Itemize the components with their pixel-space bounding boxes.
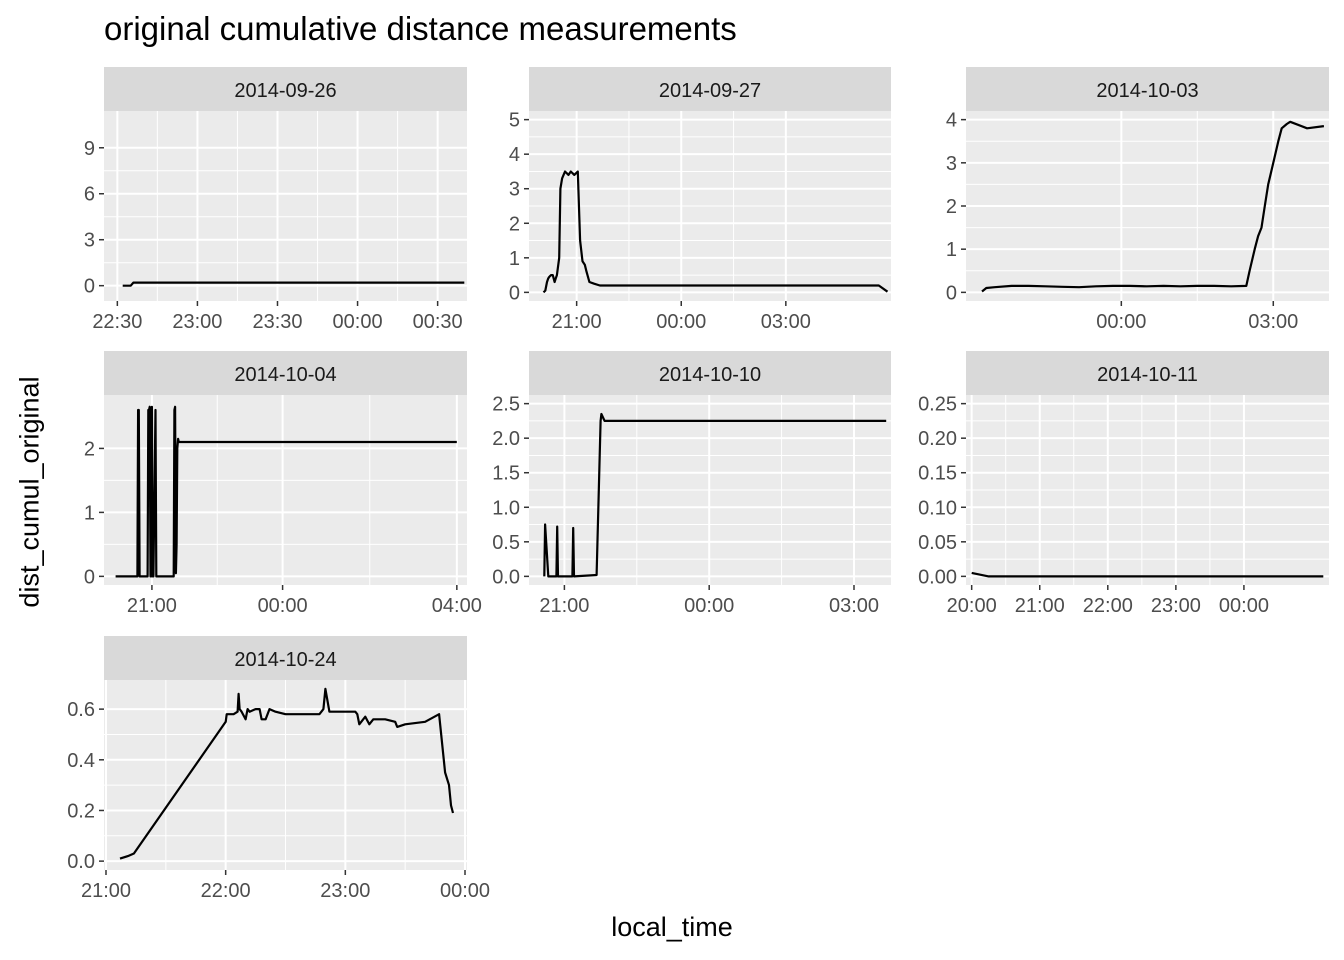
y-tick-label: 3 [946, 153, 957, 175]
facet-panel: 2014-10-03 00:00 03:00 0 1 2 3 4 [946, 67, 1329, 333]
y-tick-label: 3 [84, 230, 95, 252]
facet-panel: 2014-10-11 20:00 21:00 22:00 23:00 00:00 0.00 0… [918, 351, 1329, 617]
facet-strip [966, 351, 1329, 395]
x-tick-label: 21:00 [127, 595, 177, 617]
chart-title: original cumulative distance measurement… [104, 10, 737, 47]
facet-strip-label: 2014-10-03 [1096, 80, 1198, 102]
series-line [119, 687, 455, 860]
x-tick-label: 23:30 [252, 311, 302, 333]
series-line [971, 571, 1324, 578]
y-axis-title: dist_cumul_original [14, 376, 45, 608]
y-tick-label: 4 [946, 110, 957, 132]
x-axis-title: local_time [611, 912, 733, 942]
x-tick-label: 20:00 [947, 595, 997, 617]
facet-strip [529, 67, 891, 111]
series-line [542, 170, 889, 294]
y-tick-label: 2 [84, 438, 95, 460]
x-tick-label: 00:00 [656, 311, 706, 333]
x-tick-label: 23:00 [320, 880, 370, 902]
facet-strip-label: 2014-10-11 [1097, 364, 1198, 386]
facet-strip [104, 67, 467, 111]
x-tick-label: 21:00 [1015, 595, 1065, 617]
panel-background [104, 111, 467, 301]
facet-panel: 2014-09-27 21:00 00:00 03:00 0 1 2 3 4 5 [509, 67, 891, 333]
y-tick-label: 0 [509, 282, 520, 304]
x-tick-label: 23:00 [172, 311, 222, 333]
x-tick-label: 00:00 [1219, 595, 1269, 617]
facet-panel: 2014-09-26 22:30 23:00 23:30 00:00 00:30 0 3 6 9 [84, 67, 467, 333]
y-tick-label: 1.5 [492, 463, 520, 485]
facet-strip-label: 2014-10-10 [659, 364, 761, 386]
x-tick-label: 21:00 [552, 311, 602, 333]
facet-strip [529, 351, 891, 395]
y-tick-label: 9 [84, 138, 95, 160]
facet-strip [966, 67, 1329, 111]
y-tick-label: 0.2 [67, 800, 95, 822]
facet-strip-label: 2014-09-27 [659, 80, 761, 102]
series-line [543, 412, 887, 578]
y-tick-label: 0.6 [67, 699, 95, 721]
facet-panel: 2014-10-10 21:00 00:00 03:00 0.0 0.5 1.0 1.5 2.0… [492, 351, 891, 617]
y-tick-label: 2.5 [492, 394, 520, 416]
x-tick-label: 03:00 [761, 311, 811, 333]
facet-strip [104, 636, 467, 680]
x-tick-label: 03:00 [829, 595, 879, 617]
y-tick-label: 3 [509, 179, 520, 201]
y-tick-label: 0.20 [918, 428, 957, 450]
y-tick-label: 2.0 [492, 428, 520, 450]
y-tick-label: 1 [946, 239, 957, 261]
series-line [981, 120, 1325, 293]
y-tick-label: 0.10 [918, 497, 957, 519]
x-tick-label: 00:00 [333, 311, 383, 333]
x-tick-label: 21:00 [81, 880, 131, 902]
x-tick-label: 00:00 [1096, 311, 1146, 333]
y-tick-label: 1 [509, 248, 520, 270]
y-tick-label: 2 [946, 196, 957, 218]
y-tick-label: 1.0 [492, 497, 520, 519]
y-tick-label: 0 [84, 276, 95, 298]
x-tick-label: 21:00 [539, 595, 589, 617]
y-tick-label: 0.0 [67, 851, 95, 873]
facet-panel: 2014-10-04 21:00 00:00 04:00 0 1 2 [84, 351, 482, 617]
facet-strip-label: 2014-10-04 [234, 364, 336, 386]
series-line [122, 281, 465, 287]
facet-strip-label: 2014-09-26 [234, 80, 336, 102]
x-tick-label: 04:00 [432, 595, 482, 617]
x-tick-label: 23:00 [1151, 595, 1201, 617]
facet-panel: 2014-10-24 21:00 22:00 23:00 00:00 0.0 0.2 0.4 0… [67, 636, 490, 902]
y-tick-label: 0.5 [492, 532, 520, 554]
x-tick-label: 22:00 [201, 880, 251, 902]
y-tick-label: 0.25 [918, 394, 957, 416]
y-tick-label: 0.05 [918, 532, 957, 554]
facet-strip [104, 351, 467, 395]
y-tick-label: 5 [509, 110, 520, 132]
y-tick-label: 0 [946, 282, 957, 304]
x-tick-label: 00:00 [440, 880, 490, 902]
y-tick-label: 6 [84, 184, 95, 206]
facet-strip-label: 2014-10-24 [234, 649, 336, 671]
x-tick-label: 22:00 [1083, 595, 1133, 617]
x-tick-label: 00:00 [684, 595, 734, 617]
y-tick-label: 4 [509, 144, 520, 166]
y-tick-label: 0.00 [918, 566, 957, 588]
y-tick-label: 1 [84, 502, 95, 524]
y-tick-label: 0.15 [918, 463, 957, 485]
y-tick-label: 0 [84, 566, 95, 588]
series-line [115, 405, 457, 578]
y-tick-label: 2 [509, 213, 520, 235]
panel-background [104, 395, 467, 585]
x-tick-label: 03:00 [1248, 311, 1298, 333]
x-tick-label: 00:30 [413, 311, 463, 333]
x-tick-label: 00:00 [258, 595, 308, 617]
x-tick-label: 22:30 [92, 311, 142, 333]
y-tick-label: 0.4 [67, 750, 95, 772]
y-tick-label: 0.0 [492, 566, 520, 588]
